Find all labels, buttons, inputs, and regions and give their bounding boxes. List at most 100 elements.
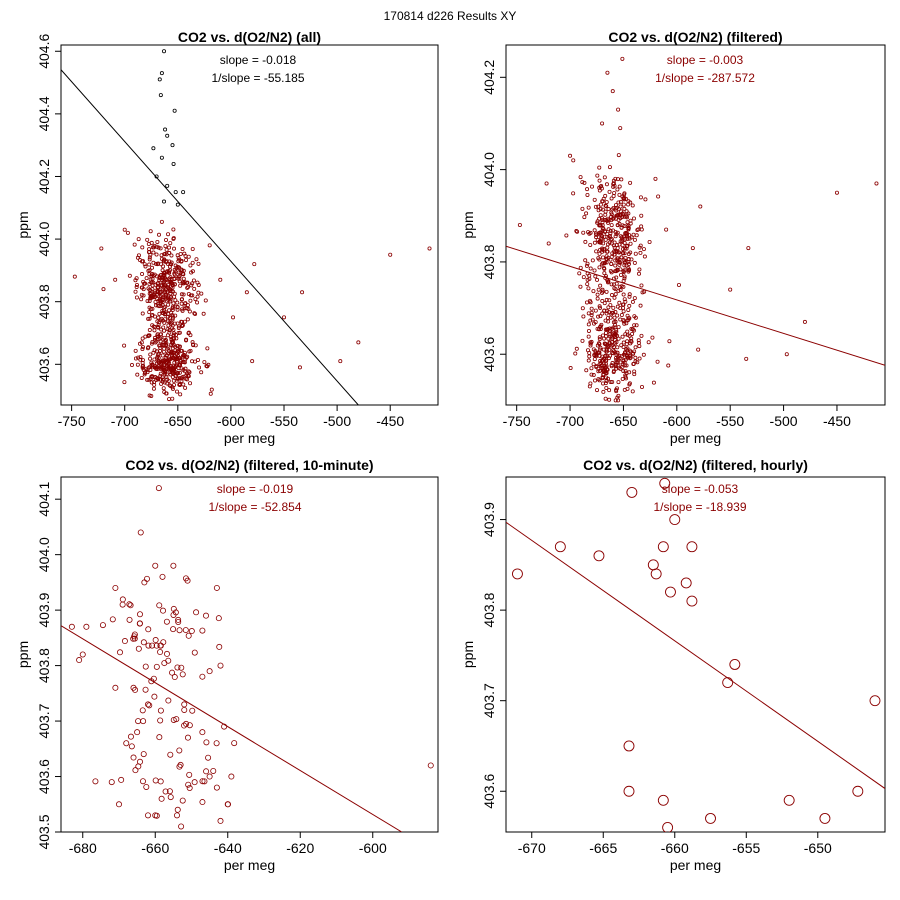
plot-frame <box>60 476 439 833</box>
scatter-point <box>182 360 187 365</box>
scatter-point <box>175 376 180 381</box>
scatter-point <box>159 155 164 160</box>
scatter-point <box>174 371 179 376</box>
scatter-point <box>615 223 620 228</box>
scatter-point <box>643 197 648 202</box>
scatter-point <box>175 616 182 623</box>
scatter-point <box>608 303 613 308</box>
scatter-point <box>604 200 609 205</box>
scatter-point <box>696 347 701 352</box>
scatter-point <box>167 259 172 264</box>
scatter-point <box>145 298 150 303</box>
scatter-point <box>602 308 607 313</box>
scatter-point <box>175 276 180 281</box>
scatter-point <box>705 812 716 824</box>
scatter-point <box>597 265 602 270</box>
scatter-point <box>598 207 603 212</box>
scatter-point <box>161 340 166 345</box>
scatter-point <box>625 215 630 220</box>
scatter-point <box>620 237 625 242</box>
scatter-point <box>170 396 175 401</box>
scatter-point <box>626 317 631 322</box>
scatter-point <box>119 596 126 603</box>
scatter-point <box>591 373 596 378</box>
scatter-point <box>589 310 594 315</box>
scatter-point <box>625 346 630 351</box>
scatter-point <box>653 176 658 181</box>
scatter-point <box>146 316 151 321</box>
scatter-point <box>175 300 180 305</box>
scatter-point <box>168 372 173 377</box>
x-tick-label: -600 <box>217 413 245 429</box>
scatter-point <box>165 327 170 332</box>
scatter-point <box>614 386 619 391</box>
scatter-point <box>162 358 167 363</box>
y-tick-label: 403.6 <box>36 759 52 794</box>
scatter-point <box>602 301 607 306</box>
scatter-point <box>193 609 200 616</box>
scatter-point <box>165 183 170 188</box>
y-tick-label: 403.7 <box>36 703 52 738</box>
y-tick-label: 403.6 <box>481 774 497 809</box>
scatter-point <box>170 562 177 569</box>
scatter-point <box>167 751 174 758</box>
scatter-point <box>604 254 609 259</box>
scatter-point <box>564 233 569 238</box>
y-tick-label: 403.5 <box>36 814 52 849</box>
scatter-point <box>588 266 593 271</box>
regression-line <box>506 521 885 789</box>
scatter-point <box>607 233 612 238</box>
y-tick-label: 404.2 <box>481 60 497 95</box>
scatter-point <box>159 253 164 258</box>
scatter-point <box>178 664 185 671</box>
scatter-point <box>622 191 627 196</box>
scatter-point <box>172 282 177 287</box>
scatter-point <box>199 370 204 375</box>
x-tick-label: -550 <box>270 413 298 429</box>
scatter-point <box>611 282 616 287</box>
scatter-point <box>116 801 123 808</box>
scatter-point <box>165 657 172 664</box>
scatter-point <box>178 251 183 256</box>
scatter-point <box>172 108 177 113</box>
scatter-point <box>199 291 204 296</box>
scatter-point <box>641 352 646 357</box>
scatter-point <box>628 356 633 361</box>
scatter-point <box>155 332 160 337</box>
scatter-point <box>584 263 589 268</box>
y-tick-label: 403.6 <box>36 347 52 382</box>
scatter-point <box>616 107 621 112</box>
slope-annotation: slope = -0.019 <box>217 482 294 496</box>
scatter-point <box>610 335 615 340</box>
scatter-point <box>623 373 628 378</box>
scatter-point <box>186 292 191 297</box>
scatter-point <box>587 384 592 389</box>
scatter-point <box>210 767 217 774</box>
scatter-point <box>190 281 195 286</box>
scatter-point <box>161 362 166 367</box>
scatter-point <box>598 247 603 252</box>
scatter-point <box>592 197 597 202</box>
scatter-point <box>185 632 192 639</box>
scatter-point <box>618 216 623 221</box>
scatter-point <box>191 779 198 786</box>
scatter-point <box>175 355 180 360</box>
scatter-point <box>148 356 153 361</box>
scatter-point <box>546 241 551 246</box>
scatter-point <box>613 263 618 268</box>
scatter-point <box>630 299 635 304</box>
scatter-point <box>127 273 132 278</box>
scatter-point <box>185 317 190 322</box>
scatter-point <box>604 182 609 187</box>
scatter-point <box>427 762 434 769</box>
scatter-point <box>621 292 626 297</box>
scatter-point <box>582 215 587 220</box>
scatter-point <box>155 485 162 492</box>
scatter-point <box>599 290 604 295</box>
scatter-point <box>179 671 186 678</box>
scatter-point <box>188 628 195 635</box>
scatter-point <box>620 364 625 369</box>
scatter-point <box>158 246 163 251</box>
scatter-point <box>591 289 596 294</box>
scatter-point <box>175 307 180 312</box>
